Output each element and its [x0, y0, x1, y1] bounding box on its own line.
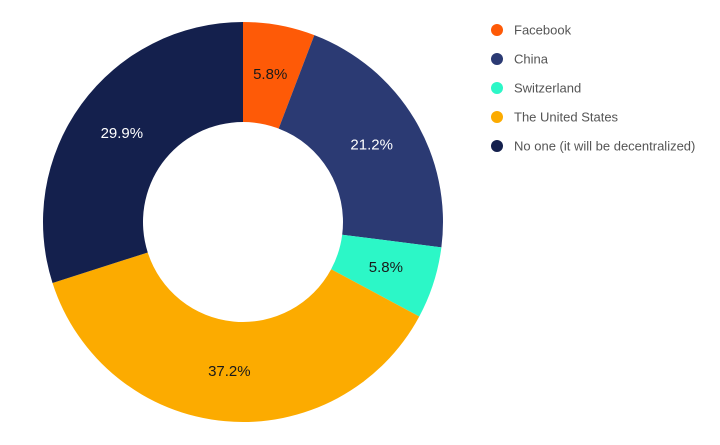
- slice-china: [278, 35, 443, 248]
- slice-label-switzerland: 5.8%: [369, 259, 403, 276]
- slice-facebook: [243, 22, 315, 129]
- chart-slice-labels: 5.8% 21.2% 5.8% 37.2% 29.9%: [101, 66, 403, 380]
- legend-label-the-united-states: The United States: [514, 110, 619, 125]
- legend-label-china: China: [514, 52, 549, 67]
- legend-swatch-the-united-states: [491, 111, 503, 123]
- legend-item-switzerland: Switzerland: [491, 81, 581, 96]
- slice-label-no-one-it-will-be-decentralized: 29.9%: [101, 125, 144, 142]
- legend-swatch-switzerland: [491, 82, 503, 94]
- chart-slices: [43, 22, 443, 422]
- slice-label-the-united-states: 37.2%: [208, 363, 251, 380]
- legend-item-china: China: [491, 52, 549, 67]
- legend-swatch-no-one-it-will-be-decentralized: [491, 140, 503, 152]
- legend-item-facebook: Facebook: [491, 23, 572, 38]
- legend-swatch-china: [491, 53, 503, 65]
- legend-swatch-facebook: [491, 24, 503, 36]
- slice-label-facebook: 5.8%: [253, 66, 287, 83]
- legend-label-no-one-it-will-be-decentralized: No one (it will be decentralized): [514, 139, 695, 154]
- legend-item-no-one-it-will-be-decentralized: No one (it will be decentralized): [491, 139, 695, 154]
- slice-switzerland: [331, 234, 442, 317]
- chart-legend: Facebook China Switzerland The United State…: [491, 23, 695, 154]
- slice-no-one-it-will-be-decentralized: [43, 22, 243, 283]
- legend-item-the-united-states: The United States: [491, 110, 619, 125]
- legend-label-facebook: Facebook: [514, 23, 572, 38]
- legend-label-switzerland: Switzerland: [514, 81, 581, 96]
- slice-label-china: 21.2%: [350, 136, 393, 153]
- slice-the-united-states: [52, 252, 420, 422]
